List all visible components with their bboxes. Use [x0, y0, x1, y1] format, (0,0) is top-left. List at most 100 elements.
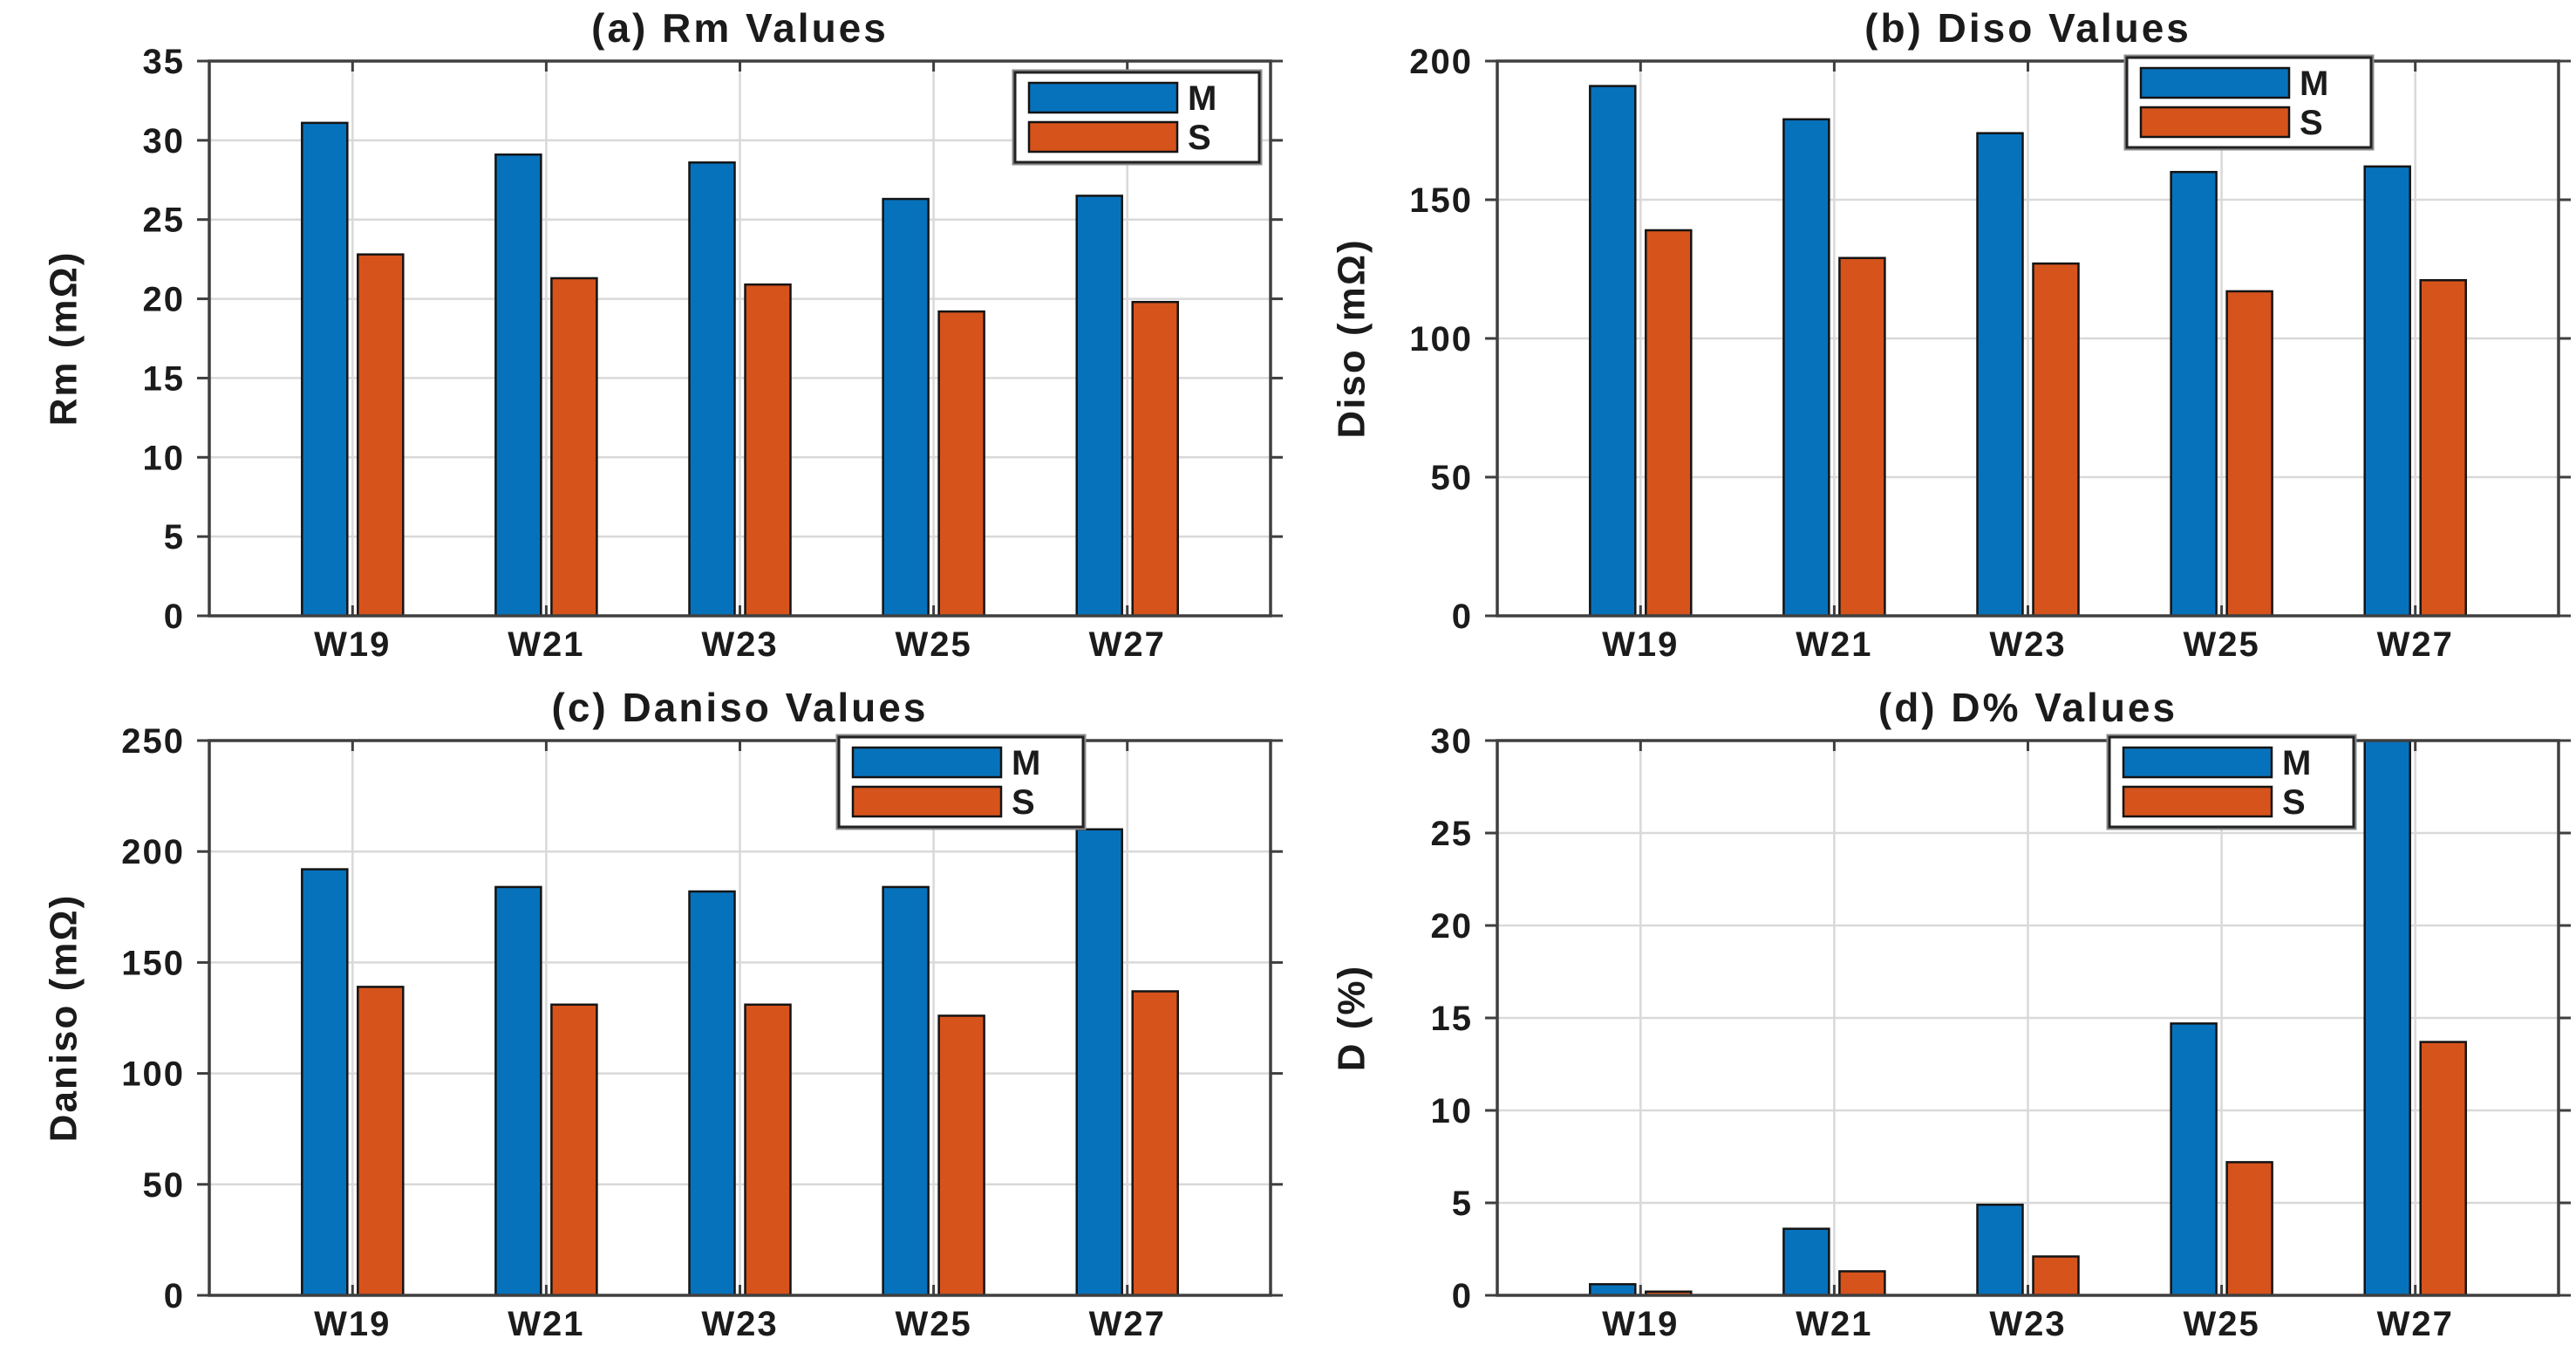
y-tick-label-0: 0 — [164, 1277, 185, 1315]
y-tick-label-250: 250 — [121, 722, 185, 761]
y-tick-label-100: 100 — [1409, 320, 1473, 359]
y-tick-label-200: 200 — [121, 833, 185, 871]
legend-swatch-m — [1027, 81, 1179, 114]
bar-a-M-W19 — [301, 121, 349, 618]
bar-c-S-W21 — [550, 1003, 598, 1297]
x-tick-label-W23: W23 — [701, 625, 778, 664]
chart-c-svg: 0 50 100 150 200 250 W19 W21 W23 W25 W27 (c) Daniso… — [42, 685, 1283, 1343]
chart-panel-b-diso-values: 0 50 100 150 200 W19 W21 W23 W25 W27 (b) Diso Valu… — [1288, 0, 2576, 680]
y-tick-label-50: 50 — [143, 1166, 186, 1205]
legend-label-s: S — [1188, 119, 1213, 157]
y-axis-label-a: Rm (mΩ) — [42, 251, 85, 427]
y-tick-label-25: 25 — [143, 201, 186, 240]
legend-label-m: M — [1188, 79, 1218, 118]
y-tick-label-20: 20 — [143, 281, 186, 319]
bar-c-M-W19 — [301, 868, 349, 1297]
legend-label-m: M — [2282, 744, 2313, 782]
bar-d-M-W25 — [2170, 1022, 2218, 1297]
y-axis-label-c: Daniso (mΩ) — [42, 894, 85, 1143]
bar-b-M-W21 — [1782, 118, 1830, 618]
y-tick-label-200: 200 — [1409, 43, 1473, 81]
chart-title-a: (a) Rm Values — [591, 5, 889, 51]
bar-a-S-W25 — [937, 310, 985, 618]
x-tick-label-W21: W21 — [508, 1305, 584, 1343]
y-tick-label-0: 0 — [1452, 598, 1473, 636]
x-tick-label-W25: W25 — [2183, 625, 2259, 664]
bar-b-S-W25 — [2225, 290, 2273, 618]
y-tick-label-10: 10 — [1431, 1092, 1474, 1130]
bar-c-S-W23 — [744, 1003, 792, 1297]
bar-b-S-W21 — [1838, 256, 1886, 618]
chart-panel-a-rm-values: 0 5 10 15 20 25 30 35 W19 W21 W23 W25 W27 (a) Rm Valu… — [0, 0, 1288, 680]
bar-c-M-W27 — [1075, 828, 1123, 1297]
bar-a-M-W21 — [494, 153, 542, 618]
y-tick-label-20: 20 — [1431, 907, 1474, 946]
bar-b-M-W25 — [2170, 170, 2218, 618]
chart-title-d: (d) D% Values — [1878, 685, 2177, 730]
bar-d-M-W19 — [1589, 1283, 1637, 1297]
y-tick-label-0: 0 — [164, 598, 185, 636]
y-tick-label-0: 0 — [1452, 1277, 1473, 1315]
x-tick-label-W27: W27 — [2377, 625, 2454, 664]
y-tick-label-150: 150 — [1409, 181, 1473, 220]
bar-b-M-W23 — [1976, 132, 2024, 618]
x-tick-label-W21: W21 — [1796, 1305, 1872, 1343]
bar-d-S-W21 — [1838, 1270, 1886, 1297]
bar-c-S-W19 — [357, 986, 405, 1297]
legend-label-s: S — [2300, 104, 2325, 142]
x-tick-label-W25: W25 — [895, 1305, 971, 1343]
y-tick-label-150: 150 — [121, 944, 185, 982]
bar-d-S-W27 — [2419, 1041, 2467, 1297]
x-tick-label-W25: W25 — [2183, 1305, 2259, 1343]
x-tick-label-W23: W23 — [1989, 625, 2066, 664]
chart-title-c: (c) Daniso Values — [552, 685, 929, 730]
bar-d-M-W27 — [2363, 739, 2411, 1297]
y-axis-label-b: Diso (mΩ) — [1330, 238, 1373, 438]
chart-panel-d-dpercent-values: 0 5 10 15 20 25 30 W19 W21 W23 W25 W27 (d) D% Values… — [1288, 680, 2576, 1359]
bar-b-M-W19 — [1589, 85, 1637, 618]
y-tick-label-50: 50 — [1431, 459, 1474, 497]
chart-d-svg: 0 5 10 15 20 25 30 W19 W21 W23 W25 W27 (d) D% Values… — [1330, 685, 2571, 1343]
x-tick-label-W25: W25 — [895, 625, 971, 664]
bar-a-S-W21 — [550, 277, 598, 618]
x-tick-label-W21: W21 — [508, 625, 584, 664]
legend-label-m: M — [1012, 744, 1042, 782]
bar-d-S-W25 — [2225, 1161, 2273, 1297]
x-tick-label-W19: W19 — [1602, 625, 1679, 664]
y-tick-label-35: 35 — [143, 43, 186, 81]
legend-swatch-s — [2122, 785, 2273, 818]
chart-b-svg: 0 50 100 150 200 W19 W21 W23 W25 W27 (b) Diso Valu… — [1330, 5, 2571, 664]
y-tick-label-30: 30 — [1431, 722, 1474, 761]
y-tick-label-15: 15 — [143, 359, 186, 398]
y-tick-label-100: 100 — [121, 1055, 185, 1094]
bar-b-M-W27 — [2363, 165, 2411, 618]
x-tick-label-W23: W23 — [1989, 1305, 2066, 1343]
chart-panel-c-daniso-values: 0 50 100 150 200 250 W19 W21 W23 W25 W27 (c) Daniso… — [0, 680, 1288, 1359]
y-tick-label-15: 15 — [1431, 1000, 1474, 1038]
x-tick-label-W23: W23 — [701, 1305, 778, 1343]
y-tick-label-30: 30 — [143, 122, 186, 160]
y-tick-label-5: 5 — [164, 518, 185, 557]
bar-c-M-W21 — [494, 885, 542, 1297]
bar-a-M-W25 — [882, 197, 930, 618]
bar-c-M-W23 — [688, 890, 736, 1297]
legend-swatch-s — [1027, 120, 1179, 154]
legend-swatch-s — [2139, 106, 2291, 139]
legend-swatch-s — [851, 785, 1003, 818]
x-tick-label-W27: W27 — [2377, 1305, 2454, 1343]
bar-d-M-W23 — [1976, 1203, 2024, 1297]
bar-b-S-W27 — [2419, 278, 2467, 618]
bar-b-S-W19 — [1645, 229, 1693, 618]
legend-swatch-m — [851, 746, 1003, 779]
y-tick-label-5: 5 — [1452, 1185, 1473, 1223]
x-tick-label-W19: W19 — [314, 1305, 391, 1343]
bar-a-M-W23 — [688, 161, 736, 618]
x-tick-label-W27: W27 — [1089, 625, 1166, 664]
bar-d-S-W23 — [2032, 1255, 2080, 1297]
y-axis-label-d: D (%) — [1330, 965, 1373, 1071]
bar-c-S-W25 — [937, 1014, 985, 1297]
chart-a-svg: 0 5 10 15 20 25 30 35 W19 W21 W23 W25 W27 (a) Rm Valu… — [42, 5, 1283, 664]
bar-c-M-W25 — [882, 885, 930, 1297]
x-tick-label-W21: W21 — [1796, 625, 1872, 664]
